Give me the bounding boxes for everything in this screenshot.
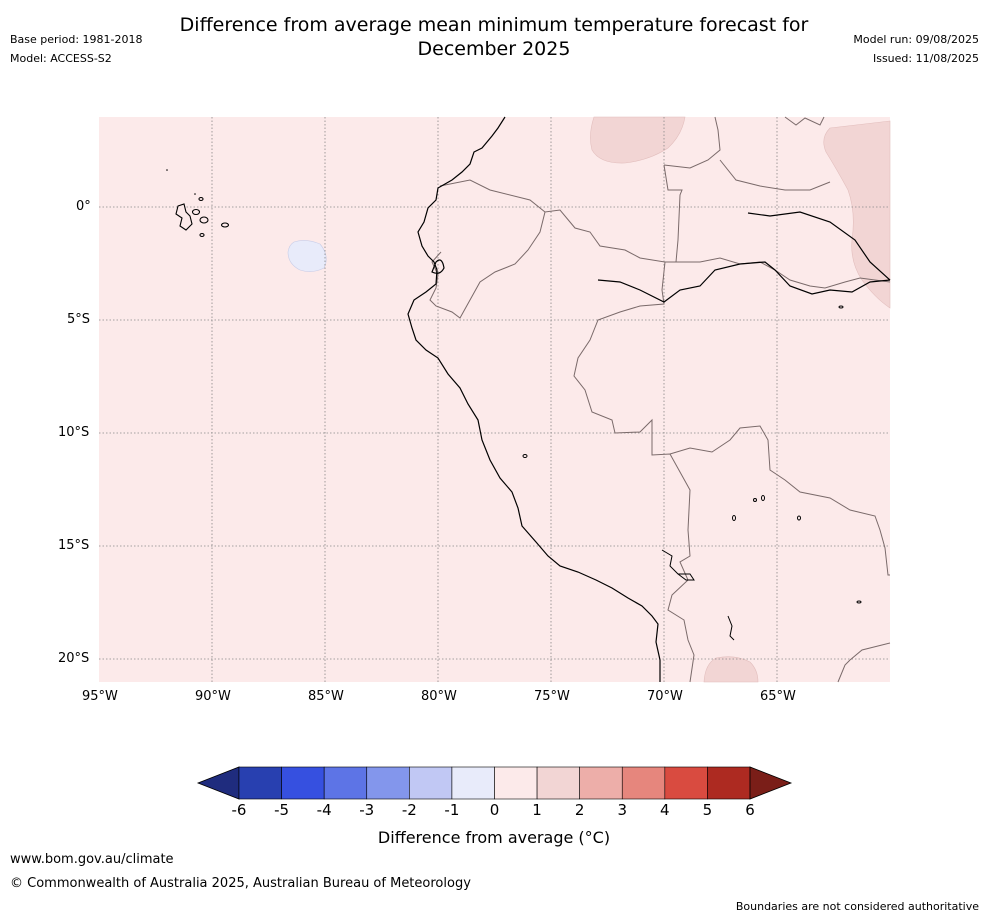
colorbar-tick-label: 1: [532, 801, 542, 819]
lon-label: 65°W: [760, 689, 796, 704]
warm-anomaly-patch: [823, 120, 891, 309]
colorbar-swatch: [494, 766, 538, 800]
lon-label: 75°W: [534, 689, 570, 704]
colorbar-swatch: [664, 766, 708, 800]
colorbar-tick-label: -4: [316, 801, 332, 819]
colorbar-swatch: [409, 766, 453, 800]
galapagos-islands: [175, 196, 230, 238]
colorbar-label: Difference from average (°C): [377, 828, 611, 847]
coastline: [407, 116, 891, 682]
colorbar-swatch: [707, 766, 751, 800]
title-line-1: Difference from average mean minimum tem…: [179, 14, 809, 36]
colorbar-tick-label: 5: [702, 801, 713, 819]
lat-label: 10°S: [58, 425, 90, 440]
colorbar-tick-label: -1: [444, 801, 460, 819]
lat-label: 5°S: [67, 312, 91, 327]
lat-label: 15°S: [58, 538, 90, 553]
graticule: [99, 117, 890, 682]
colorbar-tick-label: 0: [489, 801, 500, 819]
colorbar-swatch: [536, 766, 580, 800]
boundary-disclaimer: Boundaries are not considered authoritat…: [735, 900, 979, 913]
colorbar-extend-low: [196, 766, 240, 800]
colorbar-swatch: [238, 766, 282, 800]
lon-label: 80°W: [421, 689, 457, 704]
model-run: Model run: 09/08/2025: [853, 33, 979, 46]
source-url: www.bom.gov.au/climate: [10, 852, 174, 867]
colorbar-swatch: [281, 766, 325, 800]
colorbar-swatch: [323, 766, 368, 800]
islet-dot: [166, 169, 168, 171]
colorbar-swatch: [621, 766, 666, 800]
colorbar-swatch: [451, 766, 495, 800]
colorbar-swatch: [579, 766, 623, 800]
lon-label: 95°W: [82, 689, 118, 704]
colorbar-tick-label: -6: [231, 801, 247, 819]
lakes-and-islands: [522, 305, 862, 641]
title-line-2: December 2025: [417, 38, 571, 60]
colorbar-swatch: [366, 766, 410, 800]
model-name: Model: ACCESS-S2: [10, 52, 112, 65]
copyright: © Commonwealth of Australia 2025, Austra…: [10, 876, 471, 891]
colorbar-tick-label: 3: [617, 801, 628, 819]
colorbar-tick-label: -5: [274, 801, 290, 819]
colorbar-extend-high: [749, 766, 793, 800]
warm-anomaly-patch: [590, 116, 686, 164]
colorbar-tick-label: -3: [359, 801, 375, 819]
colorbar-tick-label: -2: [401, 801, 417, 819]
lon-label: 85°W: [308, 689, 344, 704]
cool-anomaly-patch: [287, 240, 327, 272]
islet-dot: [194, 193, 196, 195]
base-period: Base period: 1981-2018: [10, 33, 143, 46]
lat-label: 0°: [76, 199, 91, 214]
issued-date: Issued: 11/08/2025: [872, 52, 979, 65]
lon-label: 70°W: [647, 689, 683, 704]
colorbar-tick-label: 2: [574, 801, 585, 819]
colorbar-tick-label: 6: [745, 801, 755, 819]
warm-anomaly-patch: [703, 656, 759, 683]
colorbar-tick-label: 4: [660, 801, 670, 819]
chart-title: Difference from average mean minimum tem…: [0, 13, 988, 61]
map-background: [99, 117, 890, 682]
lat-label: 20°S: [58, 651, 90, 666]
lon-label: 90°W: [195, 689, 231, 704]
